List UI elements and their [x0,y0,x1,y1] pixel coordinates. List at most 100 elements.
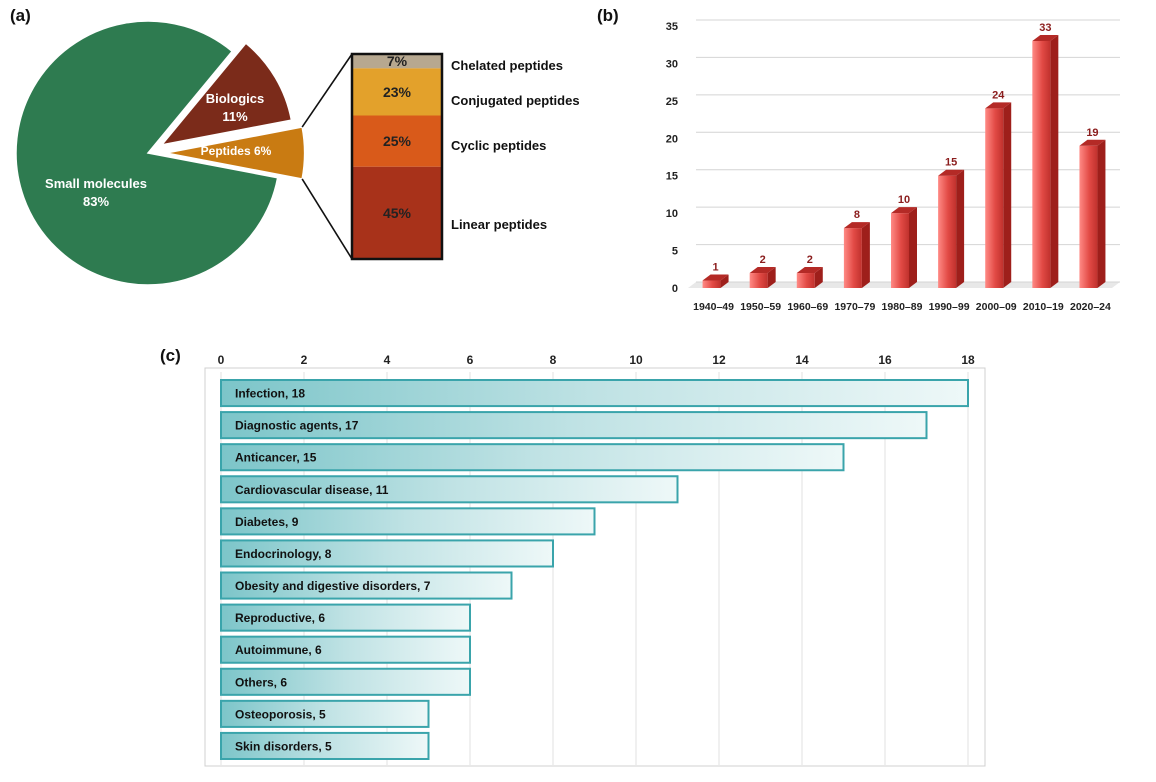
column-bar [702,280,721,288]
bar-label-skin-disorders: Skin disorders, 5 [235,739,332,753]
x-tick-label: 1950–59 [740,301,781,313]
column-bar [796,273,815,288]
x-tick-label: 2000–09 [976,301,1017,313]
bar-anticancer [220,443,845,472]
breakdown-frame [350,52,444,261]
bar-skin-disorders [220,731,430,761]
connector-line-bottom [301,178,353,260]
x-tick-label: 18 [961,353,975,367]
x-tick-label: 14 [795,353,809,367]
connector-line-top [301,53,353,128]
column-top [1079,139,1106,146]
panel-label-a: (a) [10,6,31,25]
column-top [891,207,917,214]
breakdown-segment-cyclic-peptides [352,115,442,167]
column-value-label: 24 [992,89,1005,101]
x-tick-label: 2020–24 [1070,301,1111,313]
column-bar [1079,145,1098,288]
x-tick-label: 16 [878,353,892,367]
column-top [702,274,729,281]
column-value-label: 1 [712,262,718,274]
bar-label-autoimmune: Autoimmune, 6 [235,643,322,657]
x-tick-label: 0 [218,353,225,367]
pie-label-biologics: Biologics [206,91,265,106]
breakdown-label-linear-peptides: Linear peptides [451,217,547,232]
y-tick-label: 25 [666,96,678,108]
x-tick-label: 8 [550,353,557,367]
bar-label-obesity-and-digestive-disorders: Obesity and digestive disorders, 7 [235,579,431,593]
panel-label-c: (c) [160,346,181,365]
breakdown-value-conjugated-peptides: 23% [383,84,412,100]
column-value-label: 2 [760,254,766,266]
column-value-label: 10 [898,194,910,206]
pie-label-small-molecules: Small molecules [45,176,147,191]
peptide-breakdown-bar: 7% 23% 25% 45% Chelated peptides Conjugated p… [301,52,580,261]
bar-label-reproductive: Reproductive, 6 [235,611,325,625]
breakdown-label-conjugated-peptides: Conjugated peptides [451,93,580,108]
x-tick-label: 1960–69 [787,301,828,313]
bar-label-endocrinology: Endocrinology, 8 [235,547,332,561]
column-bar [985,108,1004,288]
column-top [796,267,823,274]
breakdown-value-linear-peptides: 45% [383,205,412,221]
bar-reproductive [220,603,471,632]
breakdown-label-chelated-peptides: Chelated peptides [451,58,563,73]
decade-bar-chart: 0 5 10 15 20 25 30 35 1 1940–49 2 1950–59 2 1960–69 8 1… [666,19,1120,313]
indication-bar-chart: 0 2 4 6 8 10 12 14 16 18 Infection, 18 Diagnostic a… [204,353,986,767]
bar-others [220,667,471,696]
bar-autoimmune [220,635,471,664]
column-value-label: 19 [1086,127,1098,139]
y-tick-label: 0 [672,283,678,295]
x-tick-label: 2 [301,353,308,367]
pie-chart: Small molecules 83% Biologics 11% Peptides 6… [15,20,306,286]
y-tick-label: 5 [672,246,678,258]
x-tick-label: 10 [629,353,643,367]
x-tick-label: 1980–89 [882,301,923,313]
breakdown-value-cyclic-peptides: 25% [383,133,412,149]
breakdown-value-chelated-peptides: 7% [387,53,408,69]
column-top [1032,34,1059,41]
x-tick-label: 2010–19 [1023,301,1064,313]
x-tick-label: 12 [712,353,726,367]
panel-label-b: (b) [597,6,619,25]
y-tick-label: 20 [666,133,678,145]
x-tick-label: 6 [467,353,474,367]
plot-frame [204,367,986,767]
x-tick-label: 1940–49 [693,301,734,313]
bar-cardiovascular-disease [220,475,679,504]
bar-label-diabetes: Diabetes, 9 [235,515,299,529]
bar-label-anticancer: Anticancer, 15 [235,451,317,465]
bar-label-others: Others, 6 [235,675,287,689]
bar-diabetes [220,507,596,536]
column-top [938,169,965,176]
bar-label-infection: Infection, 18 [235,387,305,401]
column-value-label: 2 [807,254,813,266]
column-side [909,207,917,288]
column-side [1003,102,1012,288]
column-side [956,169,965,288]
column-side [767,267,776,288]
pie-slice-peptides [165,126,306,180]
column-side [1050,34,1059,288]
column-top [749,267,776,274]
breakdown-label-cyclic-peptides: Cyclic peptides [451,138,546,153]
bar-endocrinology [220,539,554,568]
column-value-label: 33 [1039,22,1051,34]
bar-obesity-and-digestive-disorders [220,571,513,600]
pie-value-biologics: 11% [222,109,248,124]
x-tick-label: 4 [384,353,391,367]
x-tick-label: 1970–79 [834,301,875,313]
column-bar [891,213,909,288]
column-side [861,222,870,288]
pie-slice-small-molecules [15,20,279,286]
column-top [843,222,870,229]
column-bar [843,228,862,288]
bar-label-diagnostic-agents: Diagnostic agents, 17 [235,419,359,433]
column-value-label: 15 [945,157,957,169]
bar-infection [220,379,969,408]
pie-value-small-molecules: 83% [83,194,109,209]
column-bar [1032,40,1051,288]
y-tick-label: 15 [666,171,678,183]
y-tick-label: 35 [666,21,678,33]
x-tick-label: 1990–99 [929,301,970,313]
